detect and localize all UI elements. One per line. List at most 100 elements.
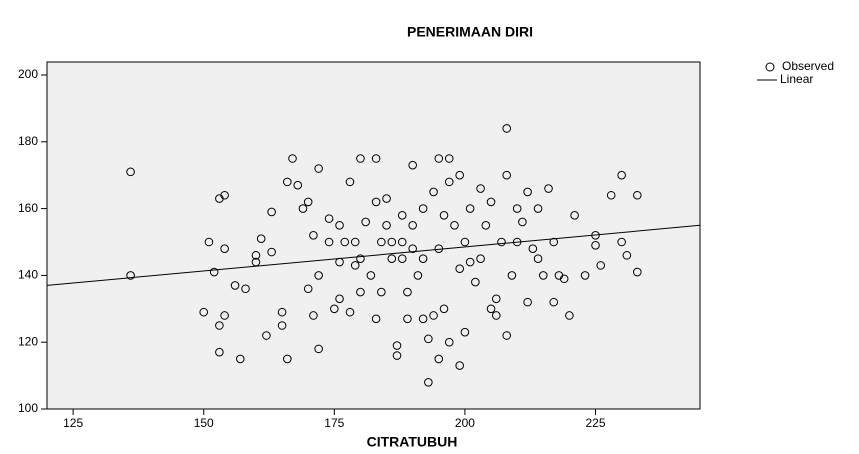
point (455, 361, 464, 370)
point (471, 277, 480, 287)
point (387, 254, 397, 264)
point (606, 190, 616, 200)
plot-area (46, 61, 701, 410)
point (523, 297, 532, 307)
point (465, 204, 475, 213)
point (418, 314, 428, 324)
x-tick-label: 200 (455, 416, 475, 430)
point (345, 177, 355, 187)
point (617, 170, 626, 180)
y-tick-label: 160 (18, 201, 38, 215)
point (512, 204, 522, 213)
point (538, 271, 548, 280)
point (288, 154, 297, 163)
point (293, 180, 303, 190)
point (340, 237, 350, 247)
point (549, 237, 559, 247)
y-tick-label: 180 (18, 134, 38, 148)
point (559, 274, 569, 284)
legend-label: Observed (782, 59, 834, 73)
point (335, 221, 344, 230)
point (408, 244, 417, 253)
point (324, 214, 334, 223)
point (507, 271, 517, 280)
point (324, 237, 334, 247)
point (392, 341, 402, 350)
point (309, 231, 318, 240)
point (377, 237, 386, 247)
point (580, 271, 590, 280)
point (382, 194, 391, 203)
point (502, 331, 512, 340)
y-tick-label: 140 (18, 268, 38, 282)
point (528, 244, 538, 253)
point (533, 204, 543, 213)
point (220, 244, 229, 253)
point (596, 261, 606, 270)
point (476, 184, 485, 193)
point (455, 170, 464, 180)
point (371, 197, 381, 207)
y-tick-label: 120 (18, 334, 38, 348)
point (429, 311, 438, 320)
legend-label: Linear (780, 72, 813, 86)
point (371, 314, 381, 324)
x-tick-label: 150 (194, 416, 214, 430)
point (455, 264, 464, 274)
point (533, 254, 543, 264)
point (303, 197, 313, 207)
point (283, 354, 292, 364)
point (267, 207, 276, 217)
point (330, 304, 339, 314)
point (283, 177, 292, 187)
point (220, 311, 229, 320)
point (444, 154, 454, 163)
point (215, 347, 224, 357)
point (397, 210, 407, 220)
legend-marker (765, 62, 775, 72)
point (397, 237, 407, 247)
point (444, 337, 454, 347)
point (277, 307, 287, 317)
point (450, 221, 459, 230)
point (387, 237, 397, 247)
point (314, 344, 323, 354)
point (481, 221, 491, 230)
y-tick-label: 200 (18, 67, 38, 81)
point (377, 287, 386, 297)
point (262, 331, 271, 340)
point (403, 314, 412, 324)
point (429, 187, 438, 197)
point (460, 237, 470, 247)
point (408, 160, 417, 170)
point (622, 251, 632, 260)
point (444, 177, 454, 187)
point (523, 187, 532, 197)
point (439, 304, 449, 314)
point (371, 154, 381, 163)
point (235, 354, 245, 364)
point (476, 254, 485, 264)
point (366, 271, 376, 280)
point (486, 197, 496, 207)
point (256, 234, 266, 243)
point (382, 221, 391, 230)
point (126, 271, 135, 280)
point (408, 221, 417, 230)
point (356, 287, 365, 297)
point (413, 271, 423, 280)
x-tick-label: 175 (324, 416, 344, 430)
point (215, 321, 224, 330)
point (434, 354, 444, 364)
point (549, 297, 559, 307)
x-tick-label: 225 (586, 416, 606, 430)
point (241, 284, 250, 294)
point (350, 237, 360, 247)
point (314, 271, 323, 280)
point (251, 251, 261, 260)
point (465, 257, 475, 267)
point (424, 334, 433, 344)
point (277, 321, 287, 330)
x-tick-label: 125 (63, 416, 83, 430)
